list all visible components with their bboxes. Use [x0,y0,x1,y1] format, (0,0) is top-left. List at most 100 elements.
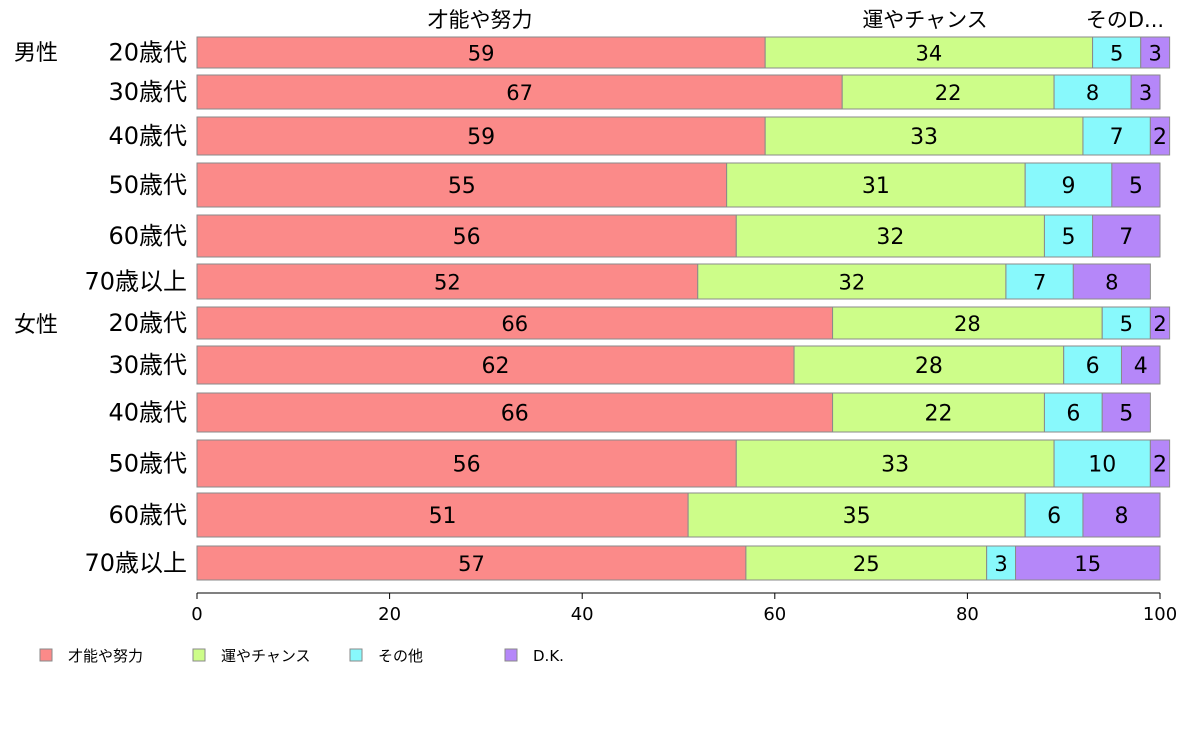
data-label: 28 [915,354,943,379]
data-label: 15 [1074,552,1101,576]
data-label: 2 [1153,453,1167,478]
bar-segment [1092,36,1142,69]
bar-segment [1043,214,1094,258]
x-tick-label: 60 [763,604,786,625]
bar-row: 60歳代 56 32 5 7 [108,214,1161,258]
group-label-female: 女性 [14,313,58,338]
category-label: 20歳代 [108,309,187,337]
category-label: 40歳代 [108,122,187,150]
category-label: 20歳代 [108,39,187,67]
legend-swatch [39,648,53,662]
data-label: 33 [910,125,938,150]
bar-row: 20歳代 59 34 5 3 [108,36,1171,69]
data-label: 6 [1086,354,1100,379]
bar-segment [196,345,795,385]
bar-segment [1053,439,1151,488]
data-label: 7 [1033,271,1046,295]
bar-segment [196,263,699,300]
data-label: 4 [1134,354,1148,379]
legend-label: D.K. [533,647,564,665]
data-label: 32 [876,225,904,250]
bar-segment [1053,74,1132,110]
data-label: 67 [506,81,533,105]
x-tick-label: 80 [956,604,979,625]
bar-segment [1130,74,1161,110]
bar-segment [196,439,737,488]
bar-segment [1015,545,1161,581]
bar-segment [1082,492,1161,538]
data-label: 8 [1105,271,1118,295]
category-label: 30歳代 [108,351,187,379]
data-label: 2 [1153,312,1166,336]
bar-segment [196,74,843,110]
data-label: 56 [453,453,481,478]
data-label: 59 [467,125,495,150]
bar-segment [196,36,766,69]
group-label-male: 男性 [14,41,58,66]
bar-segment [841,74,1055,110]
legend-swatch [192,648,206,662]
data-label: 52 [434,271,461,295]
bar-row: 60歳代 51 35 6 8 [108,492,1161,538]
bar-row: 50歳代 56 33 10 2 [108,439,1171,488]
bar-segment [986,545,1017,581]
bar-segment [1005,263,1074,300]
data-label: 7 [1110,125,1124,150]
category-label: 40歳代 [108,399,187,427]
bar-segment [764,116,1084,156]
x-tick-label: 40 [571,604,594,625]
data-label: 55 [448,174,476,199]
bar-segment [726,162,1026,208]
bar-segment [1063,345,1122,385]
bar-segment [1101,306,1151,340]
bar-segment [1024,492,1084,538]
column-headers: 才能や努力 運やチャンス そのD... [428,8,1165,32]
bar-segment [832,392,1045,433]
bar-row: 70歳以上 57 25 3 15 [84,545,1161,581]
bar-segment [1149,306,1171,340]
data-label: 2 [1153,125,1167,150]
category-label: 30歳代 [108,78,187,106]
legend: 才能や努力 運やチャンス その他 D.K. [39,647,564,665]
bar-segment [196,545,747,581]
bar-segment [196,214,737,258]
bar-segment [1024,162,1113,208]
bar-segment [1111,162,1161,208]
bar-segment [196,162,728,208]
legend-label: その他 [378,647,423,665]
category-label: 50歳代 [108,171,187,199]
legend-item: 運やチャンス [192,647,311,665]
data-label: 6 [1047,504,1061,529]
data-label: 31 [862,174,890,199]
data-label: 3 [1148,42,1161,66]
x-tick-label: 20 [378,604,401,625]
legend-label: 才能や努力 [68,647,143,665]
bar-segment [1101,392,1151,433]
data-label: 33 [881,453,909,478]
data-label: 51 [429,504,457,529]
bar-segment [697,263,1007,300]
legend-item: その他 [349,647,423,665]
data-label: 57 [458,552,485,576]
bar-segment [1149,116,1171,156]
bar-segment [687,492,1026,538]
bar-segment [1120,345,1161,385]
column-header-talent: 才能や努力 [428,8,533,32]
x-axis: 0 20 40 60 80 100 [191,592,1177,625]
data-label: 3 [994,552,1007,576]
category-label: 50歳代 [108,450,187,478]
bar-row: 70歳以上 52 32 7 8 [84,263,1151,300]
bar-segment [793,345,1065,385]
data-label: 66 [501,312,528,336]
bar-segment [196,116,766,156]
bar-row: 40歳代 66 22 6 5 [108,392,1151,433]
legend-swatch [349,648,363,662]
data-label: 22 [935,81,962,105]
data-label: 56 [453,225,481,250]
bar-segment [196,306,834,340]
column-header-other: そのD... [1086,8,1164,32]
data-label: 35 [843,504,871,529]
data-label: 6 [1066,402,1080,427]
bar-segment [1043,392,1103,433]
